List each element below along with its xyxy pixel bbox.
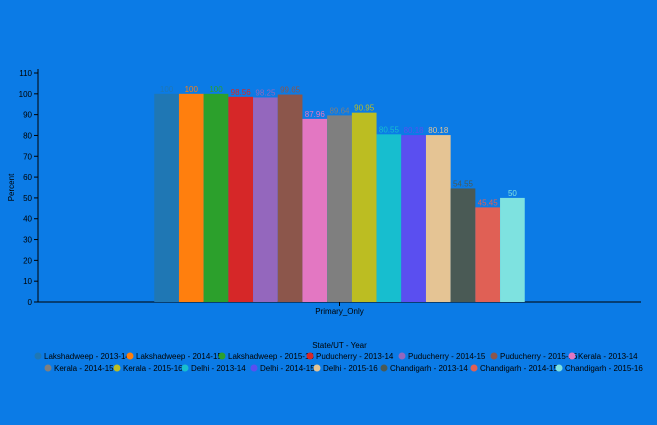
bar-value-label: 100 [185,85,199,94]
bar[interactable] [302,118,328,302]
bar[interactable] [450,188,476,302]
legend-label: Delhi - 2015-16 [323,364,378,373]
legend-item[interactable]: Lakshadweep - 2015-16 [218,352,315,361]
legend-label: Puducherry - 2015-16 [500,352,578,361]
legend-label: Kerala - 2014-15 [54,364,114,373]
y-tick-label: 60 [23,173,32,182]
legend-label: Puducherry - 2013-14 [316,352,394,361]
bar[interactable] [401,135,426,302]
y-tick-label: 90 [23,111,32,120]
bar-value-label: 80.18 [404,126,425,135]
x-axis: Primary_Only [38,301,641,316]
legend-swatch [470,364,478,372]
legend-swatch [34,352,42,360]
bar[interactable] [500,197,525,302]
bar[interactable] [203,93,229,303]
x-axis-title: State/UT - Year [312,341,367,350]
legend-label: Delhi - 2013-14 [191,364,246,373]
bar[interactable] [475,207,501,302]
bar[interactable] [228,96,254,302]
legend-item[interactable]: Kerala - 2014-15 [44,364,115,373]
bar-value-label: 89.64 [329,106,350,115]
bar-value-label: 99.65 [280,86,301,95]
legend-item[interactable]: Kerala - 2015-16 [113,364,184,373]
y-tick-label: 10 [23,277,32,286]
legend-item[interactable]: Chandigarh - 2015-16 [555,364,644,373]
legend-swatch [313,364,321,372]
y-axis-title: Percent [7,173,16,201]
bar[interactable] [253,97,278,302]
legend-swatch [398,352,406,360]
legend-label: Kerala - 2013-14 [578,352,638,361]
legend-swatch [113,364,121,372]
y-tick-label: 100 [19,90,33,99]
legend-swatch [181,364,189,372]
legend-label: Lakshadweep - 2013-14 [44,352,130,361]
y-tick-label: 30 [23,236,32,245]
bar-value-label: 98.56 [231,88,252,97]
bar[interactable] [178,93,204,303]
x-tick-label: Primary_Only [315,307,363,316]
legend-item[interactable]: Lakshadweep - 2014-15 [126,352,223,361]
y-tick-label: 20 [23,256,32,265]
legend-item[interactable]: Kerala - 2013-14 [568,352,639,361]
bar[interactable] [376,134,402,302]
legend-label: Kerala - 2015-16 [123,364,183,373]
bar-value-label: 87.96 [305,110,326,119]
bars-group [154,93,525,303]
y-tick-label: 70 [23,152,32,161]
legend-item[interactable]: Lakshadweep - 2013-14 [34,352,131,361]
bar[interactable] [351,112,377,303]
legend-swatch [490,352,498,360]
y-axis: 0 10 20 30 40 50 60 70 80 90 100 110 [19,69,39,307]
legend-label: Lakshadweep - 2015-16 [228,352,314,361]
bar-value-label: 100 [209,85,223,94]
bar-value-label: 90.95 [354,104,375,113]
legend-item[interactable]: Chandigarh - 2014-15 [470,364,559,373]
y-tick-label: 110 [19,69,32,78]
legend-label: Lakshadweep - 2014-15 [136,352,222,361]
legend-label: Chandigarh - 2015-16 [565,364,643,373]
bar[interactable] [327,115,352,302]
bar-value-label: 98.25 [255,88,276,97]
legend-item[interactable]: Delhi - 2015-16 [313,364,379,373]
bar[interactable] [277,94,303,303]
legend-swatch [44,364,52,372]
legend-swatch [218,352,226,360]
legend-label: Puducherry - 2014-15 [408,352,486,361]
bar-value-label: 80.55 [379,125,400,134]
bar-value-label: 100 [160,85,174,94]
legend-swatch [380,364,388,372]
y-tick-label: 40 [23,215,32,224]
legend-item[interactable]: Puducherry - 2013-14 [306,352,394,361]
legend-item[interactable]: Delhi - 2013-14 [181,364,247,373]
bar[interactable] [154,93,179,303]
legend: Lakshadweep - 2013-14 Lakshadweep - 2014-… [34,352,644,373]
legend-item[interactable]: Chandigarh - 2013-14 [380,364,469,373]
legend-item[interactable]: Puducherry - 2015-16 [490,352,578,361]
bar-value-label: 80.18 [428,126,449,135]
y-tick-label: 0 [28,298,33,307]
legend-swatch [306,352,314,360]
legend-swatch [555,364,563,372]
legend-item[interactable]: Delhi - 2014-15 [250,364,316,373]
legend-swatch [568,352,576,360]
bar[interactable] [425,135,451,302]
legend-label: Delhi - 2014-15 [260,364,315,373]
legend-label: Chandigarh - 2014-15 [480,364,558,373]
y-tick-label: 80 [23,131,32,140]
legend-swatch [250,364,258,372]
data-labels-group: 100 100 100 98.56 98.25 99.65 87.96 89.64 90.95 8… [160,85,517,208]
legend-item[interactable]: Puducherry - 2014-15 [398,352,486,361]
legend-swatch [126,352,134,360]
bar-value-label: 45.45 [478,198,499,207]
bar-value-label: 54.55 [453,179,474,188]
bar-value-label: 50 [508,189,517,198]
legend-label: Chandigarh - 2013-14 [390,364,468,373]
y-tick-label: 50 [23,194,32,203]
